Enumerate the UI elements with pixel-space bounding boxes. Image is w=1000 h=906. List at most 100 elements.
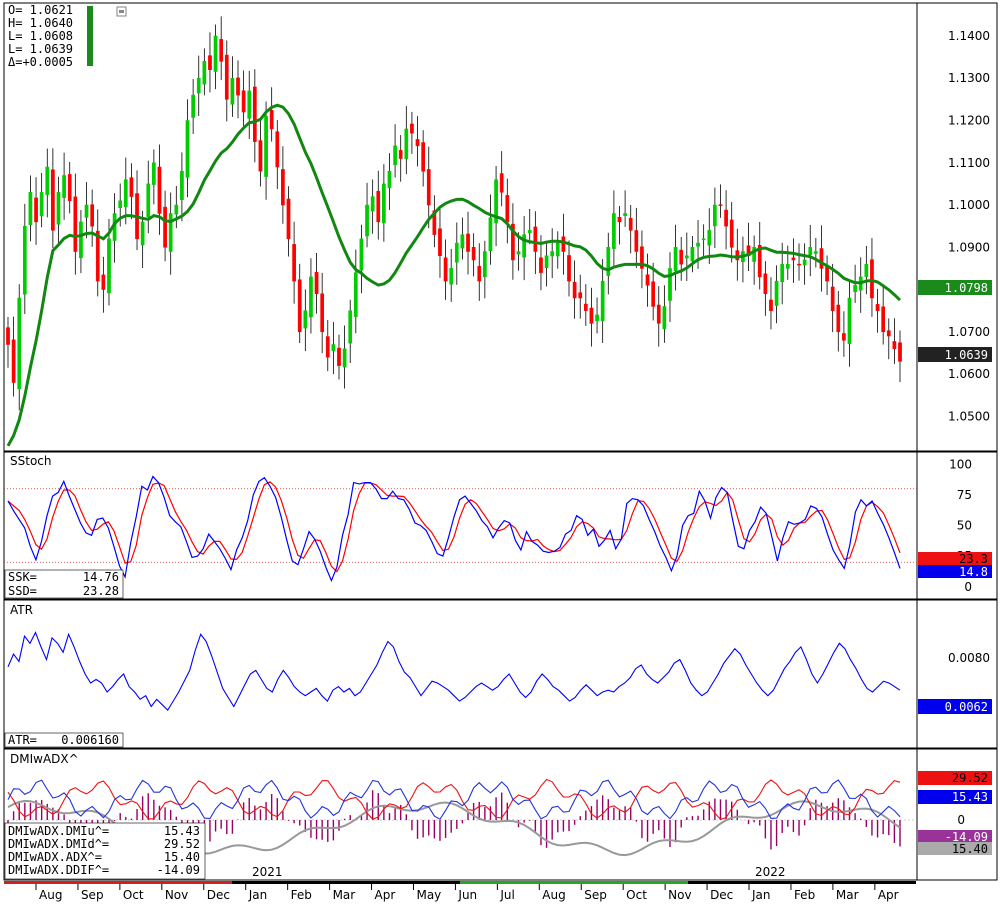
candle-body (673, 247, 678, 272)
candle-body (353, 272, 358, 317)
price-tick-label: 1.1000 (948, 198, 990, 212)
settings-icon[interactable] (116, 6, 127, 17)
x-axis-month-label: Mar (333, 888, 356, 902)
candle-body (881, 306, 886, 333)
candle-body (819, 248, 824, 269)
dmi-plus-flag-text: 15.43 (952, 790, 988, 804)
candle-body (522, 234, 526, 258)
candle-body (56, 192, 61, 225)
candle-body (769, 299, 773, 311)
candle-body (533, 226, 538, 252)
last-price-flag (918, 347, 992, 362)
candle-body (101, 274, 106, 290)
ssd-label: SSD= (8, 584, 37, 598)
candle-body (707, 230, 712, 246)
atr-readout-value: 0.006160 (61, 733, 119, 747)
candle-body (488, 217, 493, 252)
candle-body (438, 228, 442, 256)
ssk-label: SSK= (8, 570, 37, 584)
candle-body (623, 213, 627, 216)
adx-readout-value: 15.40 (164, 850, 200, 864)
atr-readout-box (4, 732, 124, 748)
candle-body (168, 213, 173, 252)
candle-body (454, 242, 459, 263)
candle-body (578, 292, 583, 299)
price-tick-label: 1.1100 (948, 156, 990, 170)
candle-body (898, 342, 902, 362)
candle-body (567, 255, 571, 282)
candle-body (79, 221, 83, 259)
dmi-title: DMIwADX^ (10, 752, 79, 766)
atr-label: ATR= (8, 733, 37, 747)
candle-body (550, 251, 555, 257)
candle-body (258, 140, 263, 172)
price-tick-label: 1.1300 (948, 71, 990, 85)
candle-body (320, 293, 325, 333)
delta-readout: Δ=+0.0005 (8, 55, 73, 69)
candle-body (432, 210, 437, 235)
candle-body (842, 333, 846, 341)
candle-body (600, 280, 605, 322)
candle-body (780, 263, 785, 282)
dmi-minus-line (7, 778, 901, 821)
candle-body (606, 247, 611, 276)
ma-value-flag (918, 280, 992, 295)
candle-body (634, 230, 639, 252)
atr-value-flag (918, 699, 992, 714)
candle-body (466, 233, 470, 252)
candle-body (729, 219, 734, 248)
x-axis-month-label: Jan (248, 888, 268, 902)
candle-body (471, 247, 476, 261)
candle-body (892, 341, 897, 349)
x-axis-month-label: May (416, 888, 441, 902)
candle-body (118, 200, 123, 209)
candle-body (51, 169, 55, 231)
moving-average-line (6, 103, 902, 447)
x-axis-month-label: Mar (836, 888, 859, 902)
price-tick-label: 1.0500 (948, 409, 990, 423)
candle-body (404, 128, 409, 160)
ddif-readout-value: -14.09 (157, 863, 200, 877)
x-axis-month-label: Sep (584, 888, 607, 902)
candle-body (325, 336, 330, 358)
candle-body (236, 77, 240, 96)
candle-body (679, 249, 684, 265)
candle-body (875, 304, 880, 311)
candle-body (281, 169, 285, 206)
candle-body (415, 139, 420, 147)
candle-body (286, 198, 291, 240)
candle-body (690, 247, 695, 262)
candle-body (701, 238, 706, 241)
candle-body (269, 109, 274, 130)
candle-body (202, 61, 207, 85)
price-tick-label: 1.0700 (948, 325, 990, 339)
candle-body (561, 236, 566, 252)
candle-body (651, 281, 656, 307)
candle-body (376, 190, 381, 223)
candle-body (774, 280, 779, 306)
candle-body (247, 90, 252, 119)
candle-body (45, 166, 50, 196)
dmi-readout-box (4, 822, 206, 880)
dmi-axis (916, 748, 998, 881)
candle-body (213, 35, 218, 72)
ddif-label: DMIwADX.DDIF^= (8, 863, 109, 877)
atr-panel (3, 599, 918, 749)
candle-body (583, 303, 588, 311)
candle-body (684, 255, 689, 259)
candle-body (499, 173, 504, 193)
x-axis-month-label: Sep (81, 888, 104, 902)
ssd-value-text: 23.3 (959, 552, 988, 566)
candle-body (365, 204, 369, 237)
x-axis-year-label: 2022 (755, 865, 786, 879)
x-axis-month-label: Oct (626, 888, 647, 902)
candle-body (73, 196, 78, 252)
x-axis-month-label: Apr (375, 888, 396, 902)
candle-body (802, 259, 807, 266)
x-axis-month-label: Dec (207, 888, 230, 902)
candle-body (39, 192, 44, 217)
adx-label: DMIwADX.ADX^= (8, 850, 102, 864)
last-price-text: 1.0639 (945, 348, 988, 362)
candle-body (337, 347, 341, 366)
x-axis-month-label: Jun (457, 888, 477, 902)
